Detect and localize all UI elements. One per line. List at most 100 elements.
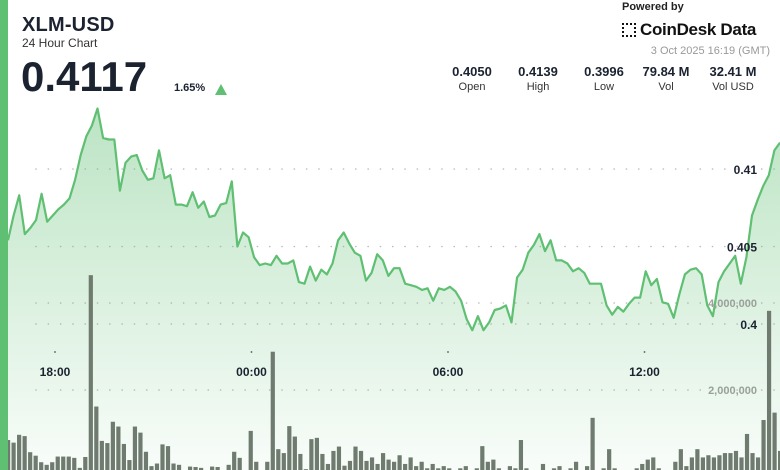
volume-bar bbox=[645, 459, 650, 470]
volume-bar bbox=[270, 351, 275, 470]
volume-bar bbox=[447, 468, 452, 470]
volume-bar bbox=[33, 455, 38, 470]
volume-bar bbox=[110, 421, 115, 470]
current-price: 0.4117 bbox=[21, 53, 148, 100]
powered-by: Powered by bbox=[622, 1, 684, 13]
stat-vol-usd: 32.41 M Vol USD bbox=[709, 64, 757, 93]
volume-bar bbox=[331, 450, 336, 470]
volume-bar bbox=[72, 457, 77, 470]
volume-bar bbox=[518, 440, 524, 470]
volume-bar bbox=[695, 449, 700, 470]
volume-bar bbox=[336, 446, 342, 470]
volume-bar bbox=[386, 459, 391, 470]
volume-bar bbox=[28, 452, 33, 470]
volume-bar bbox=[320, 453, 325, 470]
volume-bar bbox=[507, 466, 512, 470]
volume-bar bbox=[744, 433, 750, 470]
price-tick-label: 0.405 bbox=[727, 241, 757, 255]
volume-bar bbox=[772, 412, 777, 470]
volume-bar bbox=[601, 468, 606, 470]
x-tick-label: 00:00 bbox=[236, 365, 267, 379]
volume-bar bbox=[573, 461, 579, 470]
volume-bar bbox=[540, 463, 546, 470]
volume-bar bbox=[22, 436, 27, 470]
volume-bar bbox=[11, 442, 16, 470]
volume-bar bbox=[215, 466, 220, 470]
volume-bar bbox=[568, 468, 573, 470]
volume-bar bbox=[711, 457, 717, 470]
volume-bar bbox=[176, 464, 182, 470]
volume-bar bbox=[132, 426, 138, 470]
volume-bar bbox=[557, 466, 562, 470]
volume-bar bbox=[99, 440, 104, 470]
volume-bar bbox=[414, 466, 419, 470]
volume-bar bbox=[513, 468, 518, 470]
volume-bar bbox=[160, 444, 165, 470]
volume-bar bbox=[369, 457, 375, 470]
price-change: 1.65% bbox=[174, 82, 206, 94]
volume-bar bbox=[149, 466, 154, 470]
volume-bar bbox=[309, 439, 314, 470]
volume-bar bbox=[750, 453, 755, 470]
volume-bar bbox=[656, 468, 661, 470]
volume-bar bbox=[430, 463, 435, 470]
volume-bar bbox=[491, 459, 496, 470]
price-tick-label: 0.4 bbox=[740, 318, 757, 332]
volume-bar bbox=[474, 468, 479, 470]
volume-bar bbox=[61, 456, 66, 470]
x-tick-mark bbox=[643, 351, 646, 353]
volume-bar bbox=[485, 461, 490, 470]
volume-bar bbox=[314, 437, 319, 470]
brand-name: CoinDesk Data bbox=[640, 20, 757, 39]
volume-bar bbox=[364, 460, 369, 470]
volume-bar bbox=[761, 420, 766, 470]
coindesk-logo-icon bbox=[622, 23, 636, 37]
volume-tick-label: 4,000,000 bbox=[708, 298, 757, 310]
volume-bar bbox=[325, 463, 331, 470]
volume-bar bbox=[210, 466, 215, 470]
volume-bar bbox=[39, 462, 44, 470]
volume-bar bbox=[651, 457, 656, 470]
volume-bar bbox=[199, 467, 204, 470]
stat-high: 0.4139 High bbox=[518, 64, 558, 93]
volume-bar bbox=[342, 465, 347, 470]
volume-bar bbox=[143, 451, 149, 470]
volume-bar bbox=[733, 450, 739, 470]
volume-bar bbox=[50, 462, 55, 470]
volume-bar bbox=[44, 464, 49, 470]
brand-logo: CoinDesk Data bbox=[622, 20, 756, 40]
volume-bar bbox=[94, 406, 99, 470]
volume-bar bbox=[496, 468, 501, 470]
volume-bar bbox=[171, 463, 176, 470]
volume-bar bbox=[193, 466, 198, 470]
volume-bar bbox=[480, 446, 485, 470]
volume-bar bbox=[226, 464, 231, 470]
chart-subtitle: 24 Hour Chart bbox=[22, 36, 98, 50]
volume-bar bbox=[397, 455, 402, 470]
stat-low: 0.3996 Low bbox=[584, 64, 624, 93]
x-tick-label: 06:00 bbox=[433, 365, 464, 379]
volume-bar bbox=[766, 310, 772, 470]
volume-bar bbox=[187, 466, 193, 470]
volume-bar bbox=[353, 446, 358, 470]
x-tick-mark bbox=[250, 351, 253, 353]
volume-bar bbox=[55, 456, 60, 470]
volume-bar bbox=[722, 453, 728, 470]
volume-bar bbox=[585, 466, 590, 470]
stat-open: 0.4050 Open bbox=[452, 64, 492, 93]
volume-bar bbox=[551, 468, 557, 470]
volume-bar bbox=[392, 461, 397, 470]
volume-bar bbox=[436, 468, 441, 470]
volume-bar bbox=[281, 453, 286, 470]
volume-bar bbox=[739, 457, 744, 470]
volume-bar bbox=[248, 430, 253, 470]
volume-bar bbox=[778, 450, 780, 470]
x-tick-mark bbox=[447, 351, 449, 353]
volume-bar bbox=[375, 463, 380, 470]
volume-bar bbox=[673, 461, 678, 470]
volume-tick-label: 2,000,000 bbox=[708, 385, 757, 397]
volume-bar bbox=[88, 275, 93, 470]
volume-bar bbox=[425, 468, 430, 470]
volume-bar bbox=[755, 457, 761, 470]
volume-bar bbox=[419, 461, 424, 470]
